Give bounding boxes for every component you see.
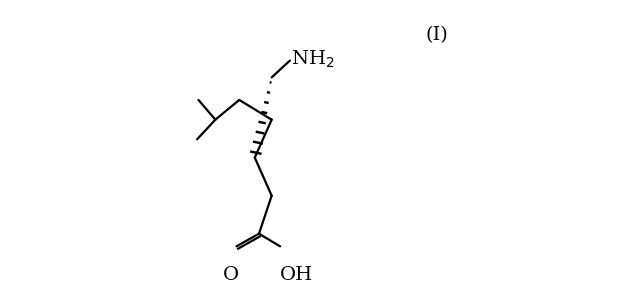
Text: O: O [222, 266, 239, 284]
Text: NH$_2$: NH$_2$ [291, 49, 334, 70]
Text: OH: OH [280, 266, 313, 284]
Text: (I): (I) [425, 26, 448, 44]
